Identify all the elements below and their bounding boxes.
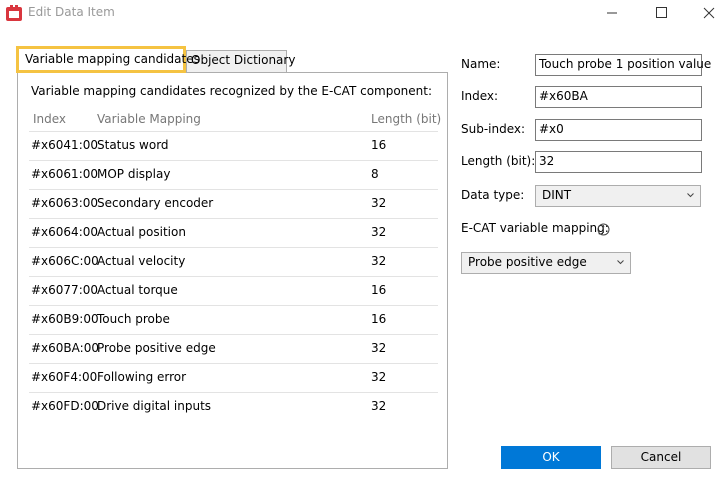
cell[interactable]: Drive digital inputs (97, 399, 212, 413)
cancel-button[interactable]: Cancel (611, 446, 711, 469)
field-label: Sub-index: (461, 122, 526, 136)
tab-panel (17, 72, 448, 469)
window-controls[interactable] (600, 4, 720, 22)
cell[interactable]: 16 (371, 138, 387, 152)
cell[interactable]: #x60FD:00 (31, 399, 99, 413)
ok-button[interactable]: OK (501, 446, 601, 469)
cell[interactable]: 32 (371, 196, 387, 210)
cell[interactable]: MOP display (97, 167, 171, 181)
cell[interactable]: #x606C:00 (31, 254, 99, 268)
cell[interactable]: #x60BA:00 (31, 341, 99, 355)
app-icon (6, 5, 22, 21)
row-separator (29, 247, 438, 248)
text-input[interactable]: Touch probe 1 position value (535, 54, 711, 76)
cell[interactable]: 32 (371, 225, 387, 239)
column-header: Index (33, 112, 67, 126)
row-separator (29, 160, 438, 161)
dropdown-value: DINT (542, 188, 572, 202)
dropdown[interactable]: DINT (535, 185, 701, 207)
row-separator (29, 218, 438, 219)
cell[interactable]: 32 (371, 254, 387, 268)
mapping-label: E-CAT variable mapping: (461, 221, 609, 235)
mapping-dropdown[interactable]: Probe positive edge (461, 252, 631, 274)
field-label: Index: (461, 89, 499, 103)
cell[interactable]: 8 (371, 167, 379, 181)
cell[interactable]: Secondary encoder (97, 196, 214, 210)
cell[interactable]: Status word (97, 138, 169, 152)
cell[interactable]: Actual torque (97, 283, 178, 297)
cell[interactable]: Following error (97, 370, 187, 384)
cell[interactable]: 16 (371, 312, 387, 326)
text-input[interactable]: 32 (535, 151, 702, 173)
row-separator (29, 131, 438, 132)
row-separator (29, 189, 438, 190)
row-separator (29, 334, 438, 335)
cell[interactable]: Actual velocity (97, 254, 186, 268)
field-label: Data type: (461, 188, 525, 202)
cell[interactable]: 32 (371, 341, 387, 355)
cell[interactable]: #x6061:00 (31, 167, 99, 181)
cell[interactable]: #x6064:00 (31, 225, 99, 239)
cell[interactable]: 16 (371, 283, 387, 297)
row-separator (29, 363, 438, 364)
tab-active[interactable]: Variable mapping candidates (16, 46, 200, 73)
row-separator (29, 305, 438, 306)
window-title: Edit Data Item (28, 5, 115, 19)
cell[interactable]: 32 (371, 370, 387, 384)
text-input[interactable]: #x0 (535, 119, 702, 141)
row-separator (29, 276, 438, 277)
column-header: Variable Mapping (97, 112, 201, 126)
cell[interactable]: Touch probe (97, 312, 170, 326)
chevron (687, 193, 694, 198)
dropdown-value: Probe positive edge (468, 255, 587, 269)
cell[interactable]: #x6077:00 (31, 283, 99, 297)
text-input[interactable]: #x60BA (535, 86, 702, 108)
cell[interactable]: #x6041:00 (31, 138, 99, 152)
column-header: Length (bit) (371, 112, 442, 126)
field-label: Name: (461, 57, 501, 71)
cell[interactable]: Actual position (97, 225, 186, 239)
info-icon[interactable] (597, 223, 610, 236)
tab[interactable]: Object Dictionary (186, 50, 295, 72)
description: Variable mapping candidates recognized b… (31, 84, 433, 98)
cell[interactable]: Probe positive edge (97, 341, 216, 355)
row-separator (29, 392, 438, 393)
cell[interactable]: #x60B9:00 (31, 312, 99, 326)
cell[interactable]: 32 (371, 399, 387, 413)
field-label: Length (bit): (461, 154, 536, 168)
cell[interactable]: #x60F4:00 (31, 370, 98, 384)
cell[interactable]: #x6063:00 (31, 196, 99, 210)
